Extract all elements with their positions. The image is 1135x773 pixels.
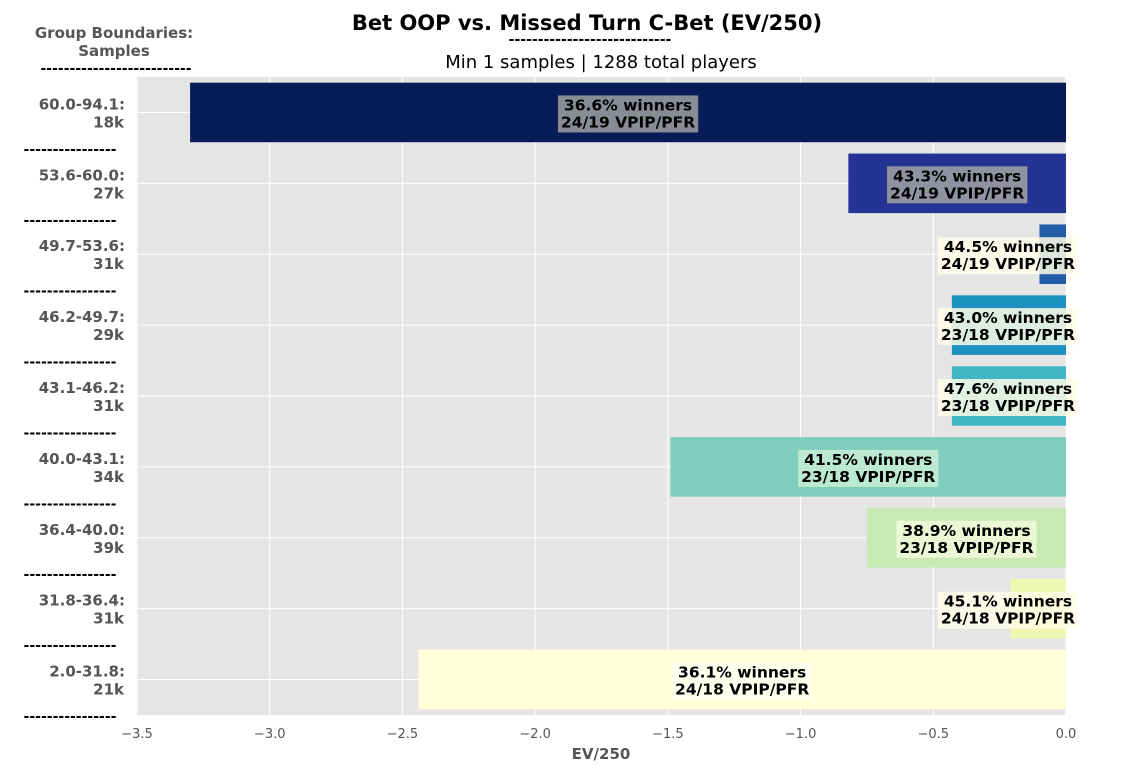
x-tick-label: −1.5 xyxy=(652,727,684,742)
title-underline: ---------------------------- xyxy=(509,32,672,48)
y-label-group: 60.0-94.1: xyxy=(39,95,125,113)
y-label-samples: 34k xyxy=(93,468,125,486)
bar-winners-label: 38.9% winners xyxy=(902,522,1030,540)
bar-winners-label: 47.6% winners xyxy=(944,380,1072,398)
y-label-samples: 31k xyxy=(93,397,125,415)
x-axis-ticks: −3.5 −3.0 −2.5 −2.0 −1.5 −1.0 −0.5 0.0 xyxy=(121,727,1076,742)
bar-winners-label: 41.5% winners xyxy=(804,451,932,469)
x-tick-label: −3.0 xyxy=(254,727,286,742)
y-label-group: 36.4-40.0: xyxy=(39,521,125,539)
bar-vpip-pfr-label: 23/18 VPIP/PFR xyxy=(899,539,1033,557)
x-tick-label: −1.0 xyxy=(785,727,817,742)
row-separator: ---------------- xyxy=(24,213,117,229)
group-header-line1: Group Boundaries: xyxy=(35,24,193,42)
y-axis-labels: 60.0-94.1:18k----------------53.6-60.0:2… xyxy=(24,95,125,725)
group-header-line2: Samples xyxy=(78,42,150,60)
y-label-samples: 39k xyxy=(93,539,125,557)
chart-title: Bet OOP vs. Missed Turn C-Bet (EV/250) xyxy=(352,11,822,35)
bar-annotation-box xyxy=(937,379,1079,416)
bar-vpip-pfr-label: 23/18 VPIP/PFR xyxy=(801,468,935,486)
bar-vpip-pfr-label: 24/19 VPIP/PFR xyxy=(561,113,695,131)
row-separator: ---------------- xyxy=(24,638,117,654)
y-label-samples: 27k xyxy=(93,184,125,202)
bar-vpip-pfr-label: 24/19 VPIP/PFR xyxy=(890,184,1024,202)
y-label-group: 31.8-36.4: xyxy=(39,592,125,610)
bar-annotation-box xyxy=(896,520,1037,558)
row-separator: ---------------- xyxy=(24,284,117,300)
x-tick-label: −2.5 xyxy=(387,727,419,742)
y-label-group: 53.6-60.0: xyxy=(39,166,125,184)
y-label-samples: 31k xyxy=(93,610,125,628)
x-axis-label: EV/250 xyxy=(572,745,631,763)
bar-annotation-box xyxy=(887,166,1028,204)
bar-winners-label: 36.6% winners xyxy=(564,96,692,114)
bar-annotation-box xyxy=(937,591,1079,629)
row-separator: ---------------- xyxy=(24,142,117,158)
bar-annotation-box xyxy=(937,237,1079,275)
x-tick-label: −3.5 xyxy=(121,727,153,742)
bar-annotation-box xyxy=(798,449,939,487)
bar-vpip-pfr-label: 24/18 VPIP/PFR xyxy=(675,681,809,699)
y-label-samples: 21k xyxy=(93,681,125,699)
x-tick-label: 0.0 xyxy=(1056,727,1077,742)
row-separator: ---------------- xyxy=(24,425,117,441)
bar-annotation-box xyxy=(937,308,1079,346)
y-label-samples: 29k xyxy=(93,326,125,344)
row-separator: ---------------- xyxy=(24,355,117,371)
row-separator: ---------------- xyxy=(24,709,117,725)
chart-subtitle: Min 1 samples | 1288 total players xyxy=(445,52,757,73)
bar-winners-label: 43.0% winners xyxy=(944,309,1072,327)
y-label-samples: 31k xyxy=(93,255,125,273)
x-tick-label: −0.5 xyxy=(917,727,949,742)
bar-annotation-box xyxy=(557,95,699,133)
y-label-group: 46.2-49.7: xyxy=(39,308,125,326)
y-label-group: 49.7-53.6: xyxy=(39,237,125,255)
bar-winners-label: 45.1% winners xyxy=(944,593,1072,611)
group-header-underline: -------------------------- xyxy=(40,61,191,77)
x-tick-label: −2.0 xyxy=(519,727,551,742)
y-label-group: 43.1-46.2: xyxy=(39,379,125,397)
bar-winners-label: 36.1% winners xyxy=(678,664,806,682)
y-label-group: 40.0-43.1: xyxy=(39,450,125,468)
row-separator: ---------------- xyxy=(24,567,117,583)
bar-vpip-pfr-label: 24/19 VPIP/PFR xyxy=(941,255,1075,273)
y-label-group: 2.0-31.8: xyxy=(49,663,125,681)
bar-winners-label: 43.3% winners xyxy=(893,167,1021,185)
row-separator: ---------------- xyxy=(24,496,117,512)
bar-vpip-pfr-label: 23/18 VPIP/PFR xyxy=(941,326,1075,344)
bar-annotation-box xyxy=(672,662,813,700)
bar-vpip-pfr-label: 23/18 VPIP/PFR xyxy=(941,397,1075,415)
bar-vpip-pfr-label: 24/18 VPIP/PFR xyxy=(941,610,1075,628)
y-label-samples: 18k xyxy=(93,113,125,131)
bar-winners-label: 44.5% winners xyxy=(944,238,1072,256)
